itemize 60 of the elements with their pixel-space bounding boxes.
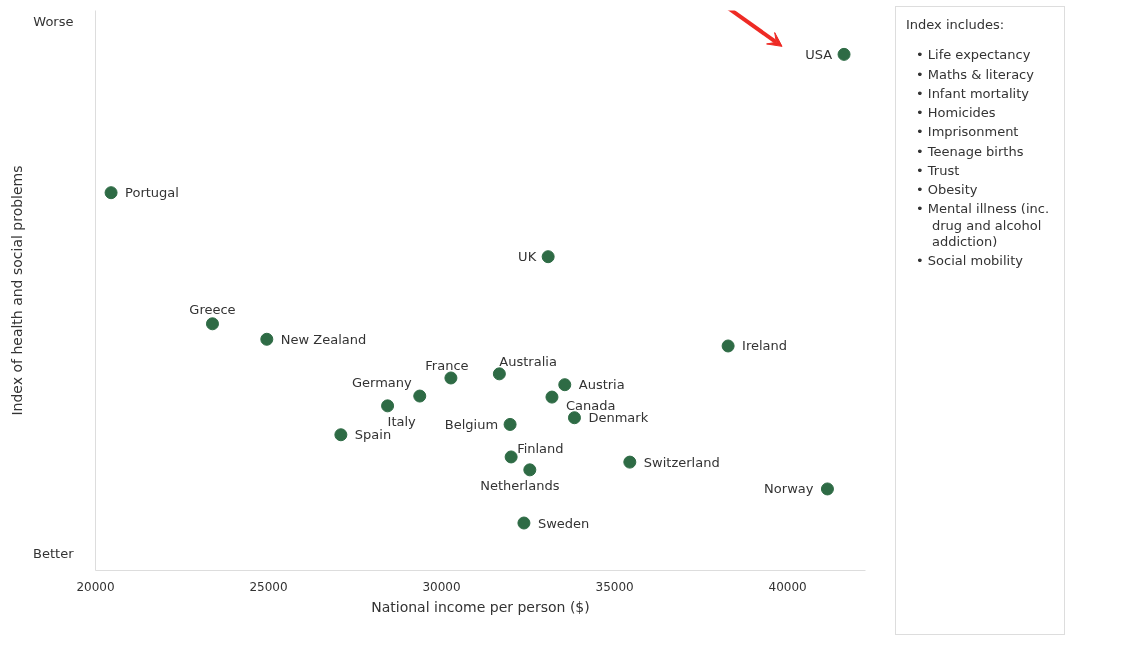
point bbox=[503, 417, 517, 431]
text: Better bbox=[33, 546, 75, 562]
point bbox=[541, 250, 555, 264]
text: Worse bbox=[33, 14, 74, 30]
annotation: Australia bbox=[499, 354, 557, 370]
point bbox=[721, 339, 735, 353]
point bbox=[820, 482, 834, 496]
annotation: France bbox=[425, 358, 469, 374]
annotation: New Zealand bbox=[280, 331, 367, 347]
point bbox=[381, 399, 395, 413]
text: • Obesity bbox=[915, 182, 979, 199]
point bbox=[623, 455, 637, 469]
text: • Teenage births bbox=[915, 143, 1025, 160]
annotation: Finland bbox=[517, 441, 564, 457]
annotation: Germany bbox=[352, 374, 413, 390]
annotation: Canada bbox=[565, 397, 616, 413]
text: • Trust bbox=[915, 162, 961, 179]
annotation: Spain bbox=[354, 427, 392, 443]
point bbox=[523, 463, 537, 477]
annotation: Greece bbox=[189, 302, 236, 318]
point bbox=[334, 428, 348, 442]
text: • Social mobility bbox=[915, 253, 1024, 270]
text: • Infant mortality bbox=[915, 85, 1030, 102]
point bbox=[567, 411, 581, 425]
annotation: Norway bbox=[764, 481, 814, 497]
annotation: USA bbox=[805, 46, 833, 62]
point bbox=[205, 317, 219, 331]
x-tick-label: 20000 bbox=[76, 579, 115, 594]
point bbox=[837, 47, 851, 61]
annotation: Austria bbox=[578, 377, 625, 393]
annotation: Denmark bbox=[588, 410, 649, 426]
text: • Homicides bbox=[915, 105, 997, 122]
x-tick-label: 30000 bbox=[422, 579, 461, 594]
point bbox=[444, 371, 458, 385]
text: • Imprisonment bbox=[915, 124, 1020, 141]
annotation: Portugal bbox=[125, 185, 179, 201]
text: • Life expectancy bbox=[915, 47, 1032, 64]
text: • Maths & literacy bbox=[915, 66, 1035, 83]
point bbox=[517, 516, 531, 530]
annotation: Ireland bbox=[742, 338, 788, 354]
annotation: Sweden bbox=[537, 515, 590, 531]
annotation: UK bbox=[518, 249, 537, 265]
point bbox=[545, 390, 559, 404]
annotation: Italy bbox=[387, 414, 417, 430]
x-axis-title: National income per person ($) bbox=[371, 598, 590, 615]
point bbox=[558, 378, 572, 392]
point bbox=[413, 389, 427, 403]
annotation: Netherlands bbox=[480, 478, 560, 494]
annotation: Belgium bbox=[444, 416, 499, 432]
x-tick-label: 40000 bbox=[768, 579, 807, 594]
point bbox=[260, 332, 274, 346]
point bbox=[104, 186, 118, 200]
y-axis-title: Index of health and social problems bbox=[9, 165, 26, 416]
x-tick-label: 35000 bbox=[595, 579, 634, 594]
point bbox=[504, 450, 518, 464]
annotation: Switzerland bbox=[643, 454, 720, 470]
text: • Mental illness (inc. drug and alcohol addiction) bbox=[915, 201, 1050, 250]
point bbox=[492, 367, 506, 381]
text: Index includes: bbox=[906, 17, 1006, 34]
x-tick-label: 25000 bbox=[249, 579, 288, 594]
